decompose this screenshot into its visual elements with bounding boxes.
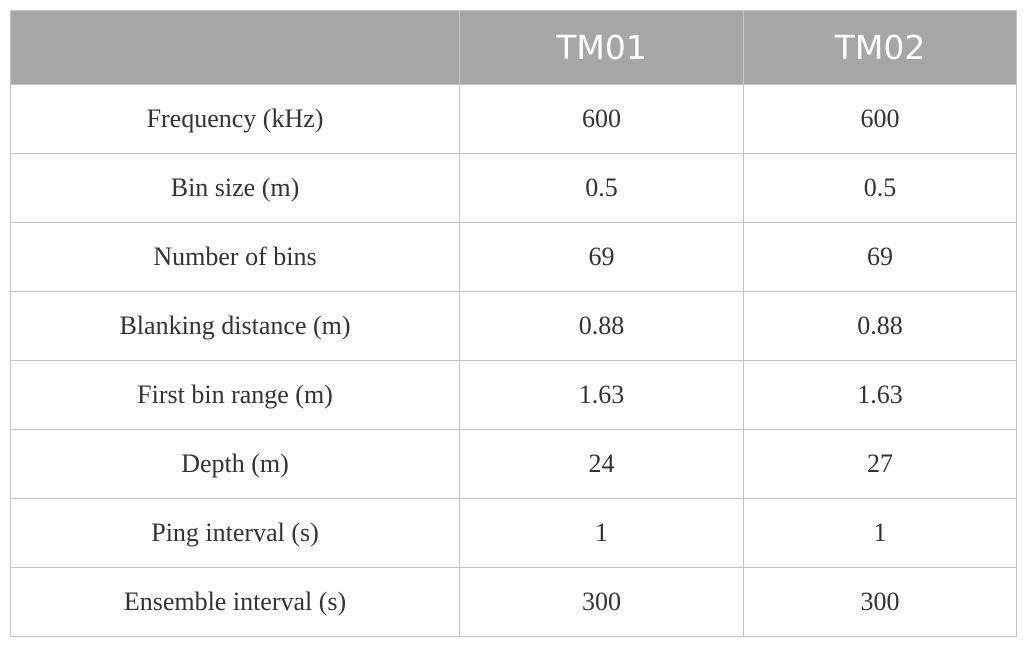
row-label: First bin range (m) (10, 360, 460, 430)
table-row: First bin range (m) 1.63 1.63 (10, 360, 1017, 430)
table-cell: 600 (743, 84, 1017, 154)
row-label: Blanking distance (m) (10, 291, 460, 361)
header-cell-empty (10, 10, 460, 85)
table-cell: 69 (743, 222, 1017, 292)
table-cell: 24 (459, 429, 744, 499)
table-cell: 0.88 (743, 291, 1017, 361)
table-row: Ping interval (s) 1 1 (10, 498, 1017, 568)
table-row: Number of bins 69 69 (10, 222, 1017, 292)
row-label: Ping interval (s) (10, 498, 460, 568)
row-label: Ensemble interval (s) (10, 567, 460, 637)
table-body: Frequency (kHz) 600 600 Bin size (m) 0.5 0.5 N… (10, 84, 1017, 637)
table-container: TM01 TM02 Frequency (kHz) 600 600 Bin size (… (10, 10, 1017, 637)
table-row: Bin size (m) 0.5 0.5 (10, 153, 1017, 223)
table-cell: 0.88 (459, 291, 744, 361)
row-label: Frequency (kHz) (10, 84, 460, 154)
table-cell: 1 (459, 498, 744, 568)
table-cell: 0.5 (459, 153, 744, 223)
table-cell: 0.5 (743, 153, 1017, 223)
table-row: Depth (m) 24 27 (10, 429, 1017, 499)
table-head: TM01 TM02 (10, 10, 1017, 85)
table-cell: 69 (459, 222, 744, 292)
header-row: TM01 TM02 (10, 10, 1017, 85)
table-cell: 300 (459, 567, 744, 637)
row-label: Bin size (m) (10, 153, 460, 223)
table-cell: 27 (743, 429, 1017, 499)
table-row: Frequency (kHz) 600 600 (10, 84, 1017, 154)
table-cell: 1.63 (743, 360, 1017, 430)
column-header: TM01 (459, 10, 744, 85)
table-cell: 1.63 (459, 360, 744, 430)
table-cell: 600 (459, 84, 744, 154)
data-table: TM01 TM02 Frequency (kHz) 600 600 Bin size (… (10, 10, 1017, 637)
table-cell: 300 (743, 567, 1017, 637)
table-row: Blanking distance (m) 0.88 0.88 (10, 291, 1017, 361)
table-row: Ensemble interval (s) 300 300 (10, 567, 1017, 637)
row-label: Depth (m) (10, 429, 460, 499)
row-label: Number of bins (10, 222, 460, 292)
table-cell: 1 (743, 498, 1017, 568)
column-header: TM02 (743, 10, 1017, 85)
